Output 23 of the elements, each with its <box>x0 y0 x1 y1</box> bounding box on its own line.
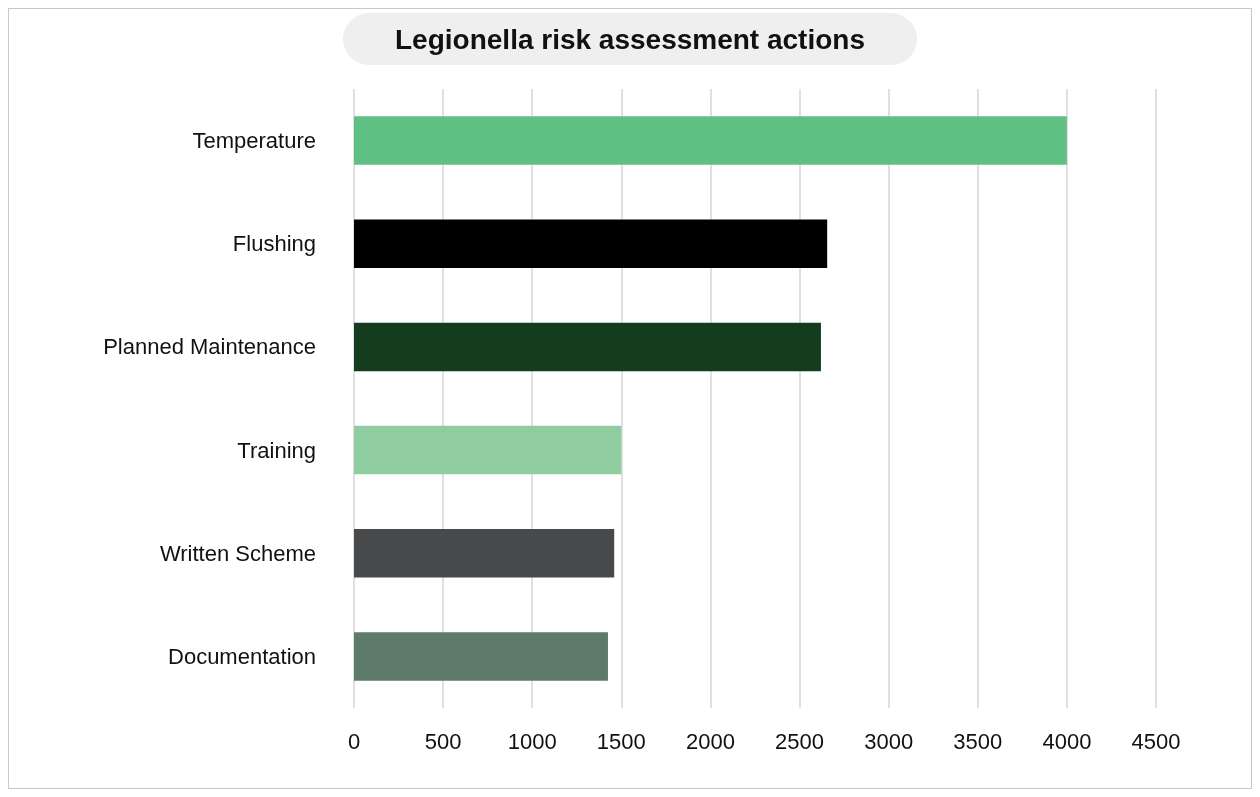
bar <box>354 116 1067 165</box>
y-tick-label: Documentation <box>168 643 316 669</box>
x-tick-label: 3500 <box>953 728 1003 754</box>
bar <box>354 425 622 475</box>
y-tick-label: Written Scheme <box>159 540 316 566</box>
bar <box>354 322 821 372</box>
y-tick-label: Training <box>237 437 316 463</box>
x-tick-label: 1500 <box>596 728 646 754</box>
y-tick-label: Planned Maintenance <box>103 334 316 360</box>
x-tick-label: 2500 <box>775 728 825 754</box>
x-tick-label: 4000 <box>1042 728 1092 754</box>
x-tick-label: 2000 <box>685 728 735 754</box>
chart-title: Legionella risk assessment actions <box>395 23 865 55</box>
bar <box>354 219 828 268</box>
y-tick-label: Temperature <box>192 128 316 154</box>
x-tick-label: 1000 <box>507 728 557 754</box>
bar <box>354 632 608 681</box>
x-tick-label: 4500 <box>1131 728 1181 754</box>
y-tick-label: Flushing <box>232 231 316 257</box>
x-tick-label: 0 <box>347 728 361 754</box>
bar <box>354 529 615 578</box>
x-tick-label: 500 <box>424 728 462 754</box>
x-tick-label: 3000 <box>864 728 914 754</box>
